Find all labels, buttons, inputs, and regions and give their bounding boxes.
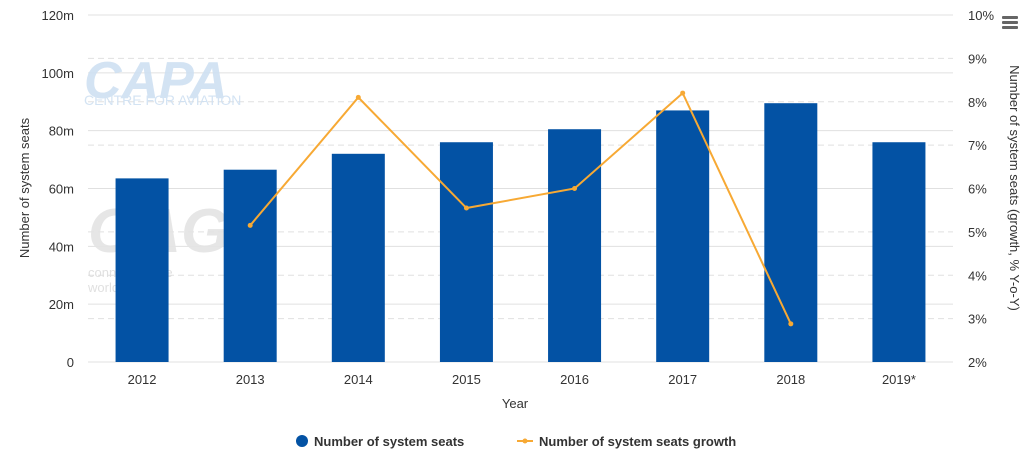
line-series (247, 90, 794, 327)
y2-tick-label: 5% (968, 225, 987, 240)
growth-point-2018 (788, 321, 794, 327)
x-tick-label: 2016 (560, 372, 589, 387)
capa-watermark-title: CAPA (84, 52, 227, 110)
y-tick-label: 80m (49, 124, 74, 139)
growth-point-2014 (355, 94, 361, 100)
growth-point-2017 (680, 90, 686, 96)
y-axis-title: Number of system seats (17, 117, 32, 258)
x-axis-title: Year (502, 396, 529, 411)
hamburger-menu-icon-bar (1002, 21, 1018, 24)
y2-tick-label: 8% (968, 95, 987, 110)
y2-tick-label: 6% (968, 182, 987, 197)
growth-point-2013 (247, 222, 253, 228)
left-axis-ticks: 0 20m 40m 60m 80m 100m 120m (41, 8, 74, 370)
legend-marker-growth (522, 438, 528, 444)
legend-marker-seats (296, 435, 308, 447)
x-tick-label: 2013 (236, 372, 265, 387)
y-tick-label: 40m (49, 239, 74, 254)
bar-2012 (115, 178, 169, 362)
bar-2015 (439, 142, 493, 362)
y2-tick-label: 4% (968, 268, 987, 283)
legend-label-seats: Number of system seats (314, 434, 464, 449)
x-tick-label: 2017 (668, 372, 697, 387)
x-axis-ticks: 2012 2013 2014 2015 2016 2017 2018 2019* (128, 372, 916, 387)
bar-2016 (548, 129, 602, 362)
right-axis-ticks: 2% 3% 4% 5% 6% 7% 8% 9% 10% (968, 8, 994, 370)
growth-point-2016 (572, 186, 578, 191)
bar-2019* (872, 142, 926, 362)
y-tick-label: 0 (67, 355, 74, 370)
legend: Number of system seats Number of system … (296, 434, 736, 449)
x-tick-label: 2019* (882, 372, 916, 387)
y2-tick-label: 7% (968, 138, 987, 153)
x-tick-label: 2014 (344, 372, 373, 387)
y-tick-label: 60m (49, 182, 74, 197)
bar-2018 (764, 103, 818, 362)
bar-2013 (223, 169, 277, 362)
y2-tick-label: 2% (968, 355, 987, 370)
chart-menu-button[interactable] (1002, 16, 1018, 30)
bar-series (115, 103, 926, 362)
bar-2014 (331, 153, 385, 362)
y-tick-label: 120m (41, 8, 74, 23)
legend-item-growth[interactable]: Number of system seats growth (517, 434, 736, 449)
y-tick-label: 20m (49, 297, 74, 312)
hamburger-menu-icon (1002, 16, 1018, 19)
capa-watermark-subtitle: CENTRE FOR AVIATION (84, 92, 241, 108)
x-tick-label: 2018 (776, 372, 805, 387)
y-tick-label: 100m (41, 66, 74, 81)
bar-2017 (656, 110, 710, 362)
hamburger-menu-icon-bar (1002, 26, 1018, 29)
y2-axis-title: Number of system seats (growth, % Y-o-Y) (1007, 65, 1022, 311)
legend-item-seats[interactable]: Number of system seats (296, 434, 464, 449)
y2-tick-label: 9% (968, 51, 987, 66)
y2-tick-label: 3% (968, 312, 987, 327)
x-tick-label: 2015 (452, 372, 481, 387)
growth-line (249, 91, 792, 325)
growth-point-2015 (463, 205, 469, 211)
y2-tick-label: 10% (968, 8, 994, 23)
legend-label-growth: Number of system seats growth (539, 434, 736, 449)
x-tick-label: 2012 (128, 372, 157, 387)
